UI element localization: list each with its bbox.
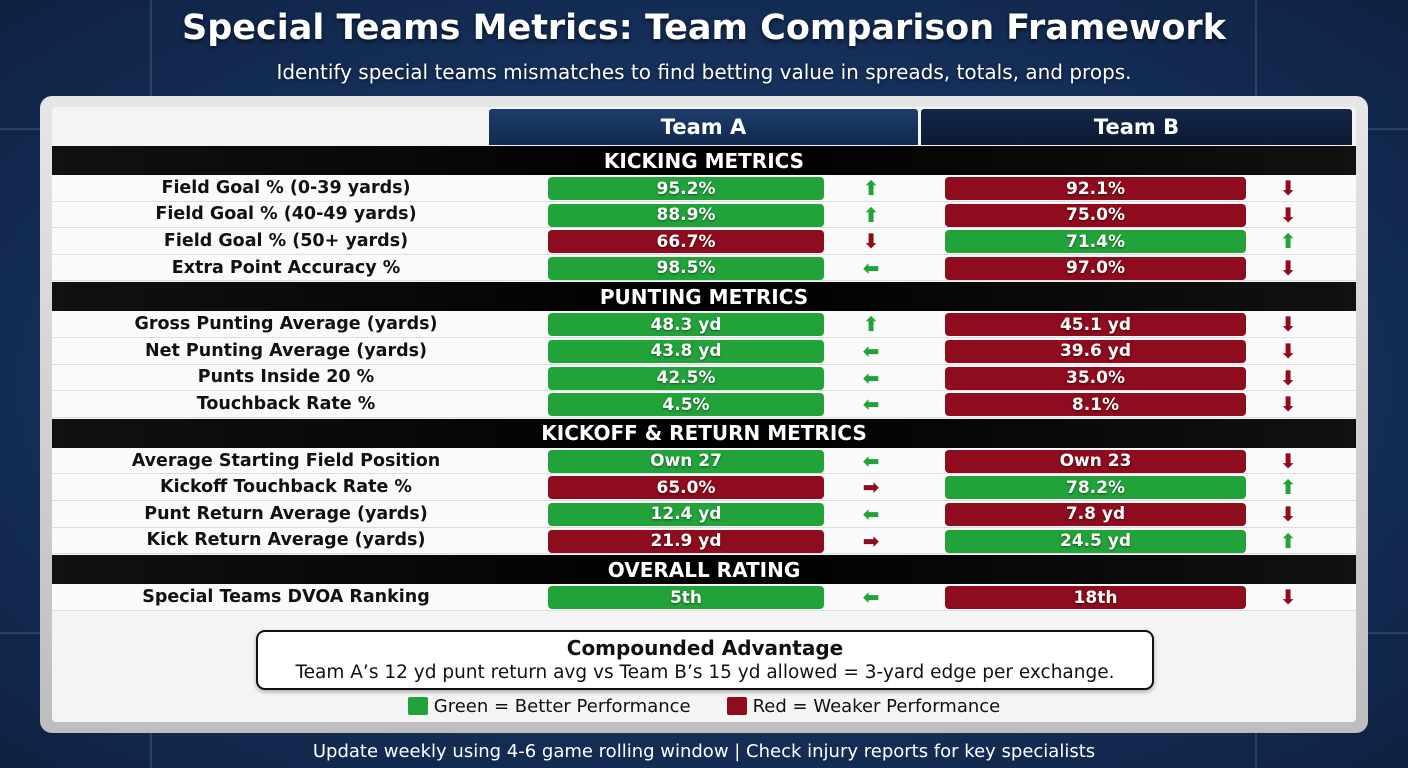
arrow-left-icon: ⬅ — [862, 338, 880, 363]
team-b-value: 97.0% — [945, 256, 1246, 280]
arrow-down-icon: ⬇ — [1279, 501, 1297, 526]
arrow-down-icon: ⬇ — [1279, 392, 1297, 417]
table-row: Punts Inside 20 % 42.5% ⬅ 35.0% ⬇ — [52, 364, 1356, 392]
team-b-value: 45.1 yd — [945, 313, 1246, 337]
team-a-value: 66.7% — [548, 230, 824, 254]
team-a-value: 43.8 yd — [548, 339, 824, 363]
arrow-up-icon: ⬆ — [1279, 229, 1297, 254]
metric-label: Net Punting Average (yards) — [144, 340, 428, 361]
table-row: Field Goal % (40-49 yards) 88.9% ⬆ 75.0%… — [52, 201, 1356, 229]
arrow-down-icon: ⬇ — [1279, 365, 1297, 390]
table-header: Team A Team B — [52, 107, 1356, 145]
arrow-down-icon: ⬇ — [1279, 338, 1297, 363]
arrow-up-icon: ⬆ — [862, 202, 880, 227]
team-a-value: Own 27 — [548, 449, 824, 473]
page-title: Special Teams Metrics: Team Comparison F… — [182, 8, 1226, 48]
arrow-up-icon: ⬆ — [862, 312, 880, 337]
team-b-value: 92.1% — [945, 177, 1246, 200]
arrow-left-icon: ⬅ — [862, 392, 880, 417]
team-b-value: 18th — [945, 586, 1246, 610]
section-header: KICKING METRICS — [52, 146, 1356, 175]
table-row: Kick Return Average (yards) 21.9 yd ➡ 24… — [52, 527, 1356, 555]
team-a-value: 98.5% — [548, 256, 824, 280]
arrow-up-icon: ⬆ — [1279, 475, 1297, 500]
legend-green-label: Green = Better Performance — [433, 696, 691, 717]
table-row: Field Goal % (0-39 yards) 95.2% ⬆ 92.1% … — [52, 175, 1356, 202]
team-a-value: 5th — [548, 586, 824, 610]
team-a-value: 48.3 yd — [548, 313, 824, 337]
metric-label: Average Starting Field Position — [131, 450, 441, 471]
section-header: PUNTING METRICS — [52, 282, 1356, 312]
legend-green: Green = Better Performance — [407, 696, 691, 717]
table-row: Field Goal % (50+ yards) 66.7% ⬇ 71.4% ⬆ — [52, 228, 1356, 255]
team-b-value: 39.6 yd — [945, 339, 1246, 363]
arrow-up-icon: ⬆ — [862, 176, 880, 200]
arrow-left-icon: ⬅ — [862, 255, 880, 280]
metric-label: Extra Point Accuracy % — [171, 257, 401, 278]
team-a-value: 42.5% — [548, 366, 824, 390]
arrow-down-icon: ⬇ — [1279, 448, 1297, 473]
red-swatch — [726, 697, 747, 715]
team-a-value: 4.5% — [548, 393, 824, 417]
table-row: Kickoff Touchback Rate % 65.0% ➡ 78.2% ⬆ — [52, 474, 1356, 501]
team-a-value: 95.2% — [548, 177, 824, 200]
team-a-header: Team A — [489, 109, 918, 145]
team-b-value: Own 23 — [945, 449, 1246, 473]
team-b-value: 7.8 yd — [945, 502, 1246, 526]
metric-label: Kick Return Average (yards) — [146, 530, 426, 551]
metric-label: Kickoff Touchback Rate % — [160, 477, 412, 498]
arrow-right-icon: ➡ — [862, 528, 880, 553]
team-a-value: 65.0% — [548, 476, 824, 500]
arrow-down-icon: ⬇ — [1279, 255, 1297, 280]
arrow-left-icon: ⬅ — [862, 501, 880, 526]
metric-label: Punt Return Average (yards) — [144, 503, 428, 524]
footer-note: Update weekly using 4-6 game rolling win… — [312, 741, 1096, 762]
legend-red-label: Red = Weaker Performance — [752, 696, 1001, 717]
table-row: Extra Point Accuracy % 98.5% ⬅ 97.0% ⬇ — [52, 254, 1356, 282]
arrow-left-icon: ⬅ — [862, 448, 880, 473]
team-b-value: 75.0% — [945, 203, 1246, 227]
table-row: Touchback Rate % 4.5% ⬅ 8.1% ⬇ — [52, 391, 1356, 418]
team-a-value: 12.4 yd — [548, 502, 824, 526]
arrow-down-icon: ⬇ — [862, 229, 880, 254]
legend: Green = Better Performance Red = Weaker … — [52, 696, 1356, 717]
table-row: Net Punting Average (yards) 43.8 yd ⬅ 39… — [52, 337, 1356, 365]
arrow-left-icon: ⬅ — [862, 585, 880, 610]
table-row: Average Starting Field Position Own 27 ⬅… — [52, 447, 1356, 475]
metric-label: Touchback Rate % — [196, 393, 376, 414]
green-swatch — [407, 697, 428, 715]
arrow-down-icon: ⬇ — [1279, 176, 1297, 200]
callout-heading: Compounded Advantage — [566, 636, 844, 660]
team-b-value: 35.0% — [945, 366, 1246, 390]
table-row: Special Teams DVOA Ranking 5th ⬅ 18th ⬇ — [52, 584, 1356, 611]
metric-label: Field Goal % (40-49 yards) — [155, 204, 417, 225]
team-a-value: 88.9% — [548, 203, 824, 227]
metric-label: Special Teams DVOA Ranking — [142, 586, 430, 607]
team-b-value: 8.1% — [945, 393, 1246, 417]
team-b-value: 78.2% — [945, 476, 1246, 500]
section-header: KICKOFF & RETURN METRICS — [52, 418, 1356, 448]
legend-red: Red = Weaker Performance — [726, 696, 1001, 717]
table-row: Gross Punting Average (yards) 48.3 yd ⬆ … — [52, 311, 1356, 338]
metric-label: Field Goal % (0-39 yards) — [161, 177, 411, 198]
table-row: Punt Return Average (yards) 12.4 yd ⬅ 7.… — [52, 500, 1356, 528]
compounded-advantage-callout: Compounded Advantage Team A’s 12 yd punt… — [256, 630, 1154, 690]
comparison-panel: Team A Team B KICKING METRICS Field Goal … — [40, 96, 1368, 733]
arrow-up-icon: ⬆ — [1279, 528, 1297, 553]
arrow-down-icon: ⬇ — [1279, 585, 1297, 610]
arrow-right-icon: ➡ — [862, 475, 880, 500]
team-a-value: 21.9 yd — [548, 529, 824, 553]
arrow-left-icon: ⬅ — [862, 365, 880, 390]
page-subtitle: Identify special teams mismatches to fin… — [276, 60, 1132, 84]
metric-label: Punts Inside 20 % — [197, 367, 375, 388]
team-b-value: 71.4% — [945, 230, 1246, 254]
arrow-down-icon: ⬇ — [1279, 202, 1297, 227]
metric-label: Field Goal % (50+ yards) — [163, 230, 409, 251]
team-b-value: 24.5 yd — [945, 529, 1246, 553]
callout-text: Team A’s 12 yd punt return avg vs Team B… — [295, 662, 1115, 683]
section-header: OVERALL RATING — [52, 555, 1356, 585]
team-b-header: Team B — [921, 109, 1352, 145]
metric-label: Gross Punting Average (yards) — [134, 314, 438, 335]
arrow-down-icon: ⬇ — [1279, 312, 1297, 337]
